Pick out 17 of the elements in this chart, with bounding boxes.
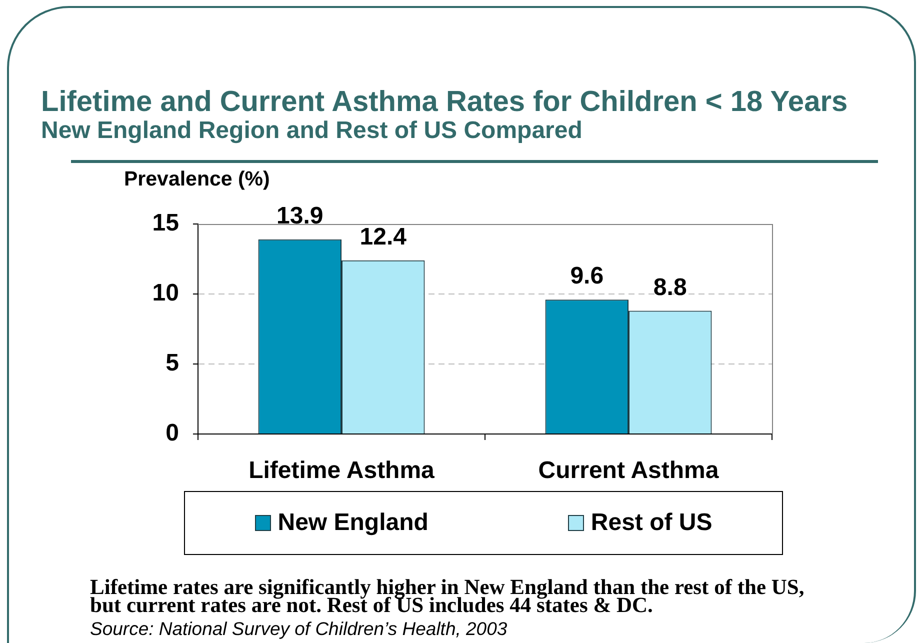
chart-title: Lifetime and Current Asthma Rates for Children < 18 Years (41, 86, 848, 119)
y-tick-label: 0 (166, 420, 179, 447)
y-tick-label: 15 (152, 210, 179, 237)
y-tick-label: 10 (152, 280, 179, 307)
y-axis-title: Prevalence (%) (124, 168, 270, 191)
legend-label: Rest of US (590, 509, 712, 537)
legend-label: New England (278, 509, 428, 537)
data-label: 9.6 (570, 262, 604, 290)
x-tick-label: Current Asthma (538, 457, 720, 484)
data-label: 8.8 (653, 274, 687, 301)
text: Lifetime rates are significantly higher in New England than the rest of the US, but current rates are not. Rest of US includes 44 states & DC. (90, 575, 806, 617)
x-tick-label: Lifetime Asthma (248, 457, 436, 484)
chart-subtitle: New England Region and Rest of US Compared (41, 117, 582, 145)
y-tick-label: 5 (166, 350, 179, 377)
source-note: Source: National Survey of Children’s Health, 2003 (90, 618, 508, 640)
data-label: 12.4 (360, 223, 408, 250)
data-label: 13.9 (276, 202, 324, 230)
